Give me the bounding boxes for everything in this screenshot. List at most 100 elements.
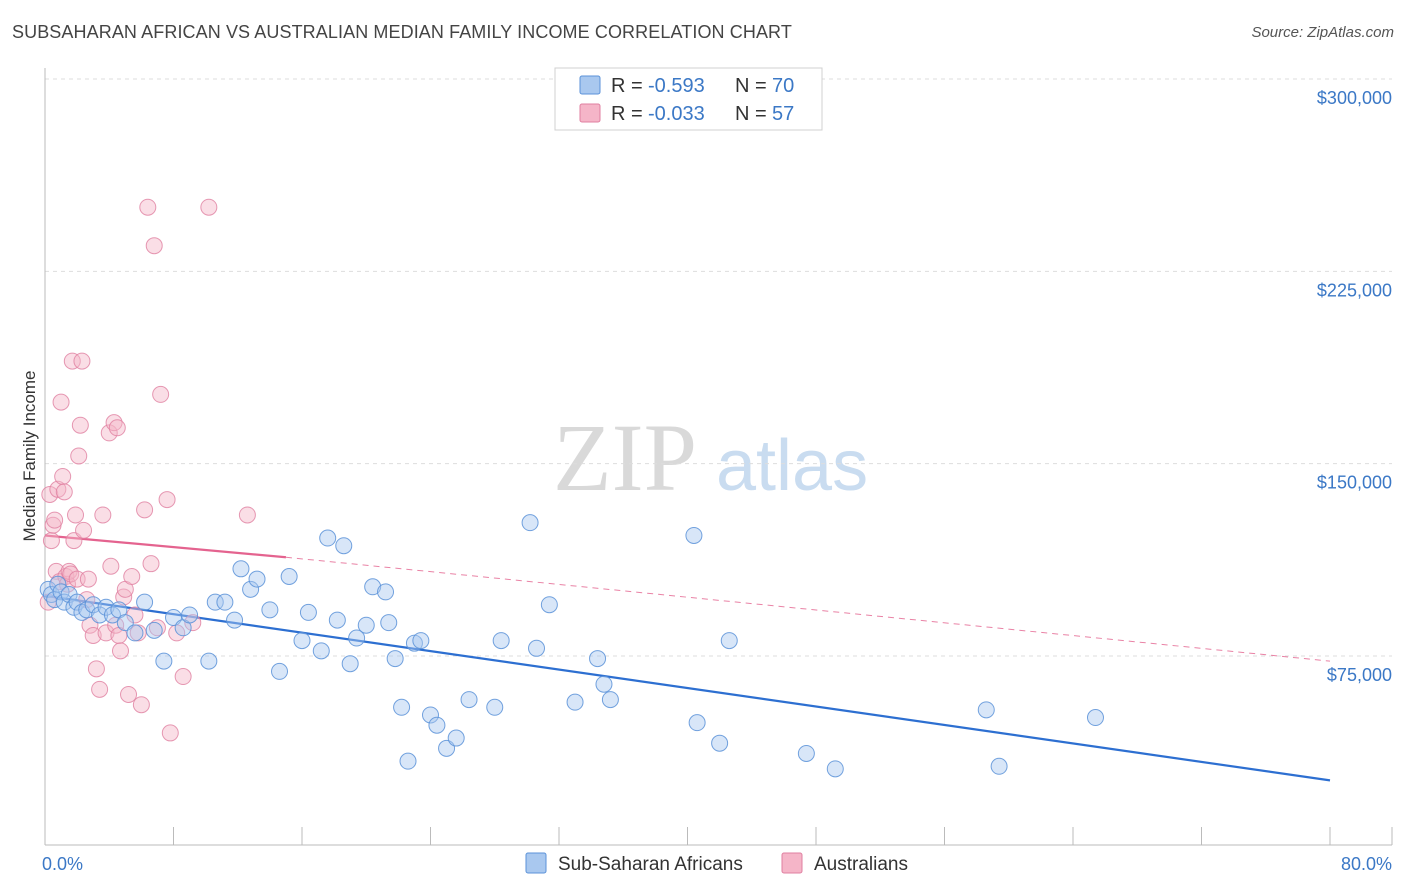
point-sub-saharan-africans	[377, 583, 395, 601]
correlation-legend: R = -0.593 N = 70 R = -0.033 N = 57	[554, 67, 823, 131]
point-australians	[46, 511, 64, 529]
legend-swatch-pink	[579, 103, 601, 123]
point-sub-saharan-africans	[293, 632, 311, 650]
point-sub-saharan-africans	[261, 601, 279, 619]
point-sub-saharan-africans	[422, 706, 439, 724]
point-sub-saharan-africans	[990, 757, 1008, 775]
y-tick-label: $225,000	[1317, 280, 1392, 300]
point-australians	[105, 414, 123, 432]
point-australians	[132, 696, 150, 714]
legend-swatch-blue	[579, 75, 601, 95]
point-sub-saharan-africans	[242, 580, 260, 598]
point-sub-saharan-africans	[65, 598, 83, 616]
point-sub-saharan-africans	[155, 652, 173, 670]
point-australians	[158, 491, 176, 509]
point-sub-saharan-africans	[126, 624, 144, 642]
point-australians	[108, 419, 126, 437]
point-sub-saharan-africans	[447, 729, 465, 747]
trend-line-sub-saharan-africans	[44, 594, 1331, 782]
point-australians	[42, 532, 60, 550]
point-sub-saharan-africans	[595, 675, 613, 693]
point-australians	[200, 198, 218, 216]
point-australians	[148, 619, 166, 637]
legend-n-label-blue: N =	[735, 75, 767, 97]
point-sub-saharan-africans	[589, 650, 607, 668]
point-sub-saharan-africans	[226, 611, 244, 629]
point-australians	[79, 570, 97, 588]
point-sub-saharan-africans	[328, 611, 346, 629]
point-sub-saharan-africans	[528, 639, 546, 657]
point-australians	[52, 393, 70, 411]
chart-title: SUBSAHARAN AFRICAN VS AUSTRALIAN MEDIAN …	[12, 22, 792, 42]
bottom-legend-label-pink: Australians	[814, 854, 908, 875]
legend-r-value-pink: -0.033	[648, 103, 705, 125]
point-australians	[75, 521, 93, 539]
legend-r-label-pink: R =	[611, 103, 643, 125]
point-sub-saharan-africans	[312, 642, 330, 660]
point-sub-saharan-africans	[248, 570, 266, 588]
point-australians	[111, 642, 129, 660]
point-australians	[174, 668, 192, 686]
point-australians	[41, 485, 59, 503]
point-australians	[152, 385, 170, 403]
point-australians	[63, 352, 81, 370]
point-australians	[238, 506, 256, 524]
point-australians	[94, 506, 112, 524]
point-sub-saharan-africans	[486, 698, 504, 716]
point-sub-saharan-africans	[399, 752, 417, 770]
point-sub-saharan-africans	[460, 691, 478, 709]
y-tick-label: $150,000	[1317, 473, 1392, 493]
point-australians	[139, 198, 157, 216]
point-australians	[54, 467, 72, 485]
y-tick-label: $300,000	[1317, 88, 1392, 108]
trend-lines	[44, 534, 1331, 782]
point-sub-saharan-africans	[720, 632, 738, 650]
point-australians	[123, 568, 141, 586]
tick-labels: $75,000 $150,000 $225,000 $300,000 0.0% 80.0%	[42, 88, 1392, 874]
point-sub-saharan-africans	[299, 603, 317, 621]
point-australians	[136, 501, 154, 519]
legend-r-label-blue: R =	[611, 75, 643, 97]
point-australians	[70, 447, 88, 465]
point-sub-saharan-africans	[386, 650, 404, 668]
point-sub-saharan-africans	[797, 744, 815, 762]
legend-n-label-pink: N =	[735, 103, 767, 125]
point-sub-saharan-africans	[826, 760, 844, 778]
data-points	[39, 198, 1104, 778]
y-axis-title: Median Family Income	[20, 370, 39, 541]
legend-n-value-blue: 70	[772, 75, 794, 97]
source-credit: Source: ZipAtlas.com	[1251, 24, 1394, 41]
point-sub-saharan-africans	[348, 629, 366, 647]
point-sub-saharan-africans	[364, 578, 382, 596]
gridlines	[45, 78, 1392, 657]
point-australians	[55, 483, 73, 501]
point-australians	[100, 424, 118, 442]
trend-line-australians	[44, 534, 287, 559]
point-australians	[67, 506, 85, 524]
point-australians	[47, 562, 65, 580]
point-sub-saharan-africans	[393, 698, 411, 716]
point-australians	[71, 416, 89, 434]
point-sub-saharan-africans	[39, 580, 57, 598]
bottom-legend-swatch-pink	[781, 852, 803, 874]
bottom-legend-swatch-blue	[525, 852, 547, 874]
point-australians	[84, 626, 102, 644]
point-sub-saharan-africans	[380, 614, 398, 632]
point-sub-saharan-africans	[341, 655, 359, 673]
point-sub-saharan-africans	[232, 560, 250, 578]
point-sub-saharan-africans	[136, 593, 154, 611]
point-australians	[87, 660, 105, 678]
watermark-atlas: atlas	[716, 426, 868, 506]
point-sub-saharan-africans	[42, 585, 60, 603]
point-sub-saharan-africans	[84, 596, 102, 614]
point-australians	[73, 352, 91, 370]
point-sub-saharan-africans	[601, 691, 619, 709]
point-sub-saharan-africans	[540, 596, 558, 614]
x-tick-label-max: 80.0%	[1341, 854, 1392, 874]
point-sub-saharan-africans	[685, 526, 703, 544]
x-tick-label-min: 0.0%	[42, 854, 83, 874]
point-sub-saharan-africans	[280, 568, 298, 586]
point-australians	[161, 724, 179, 742]
point-sub-saharan-africans	[492, 632, 510, 650]
point-sub-saharan-africans	[181, 606, 199, 624]
